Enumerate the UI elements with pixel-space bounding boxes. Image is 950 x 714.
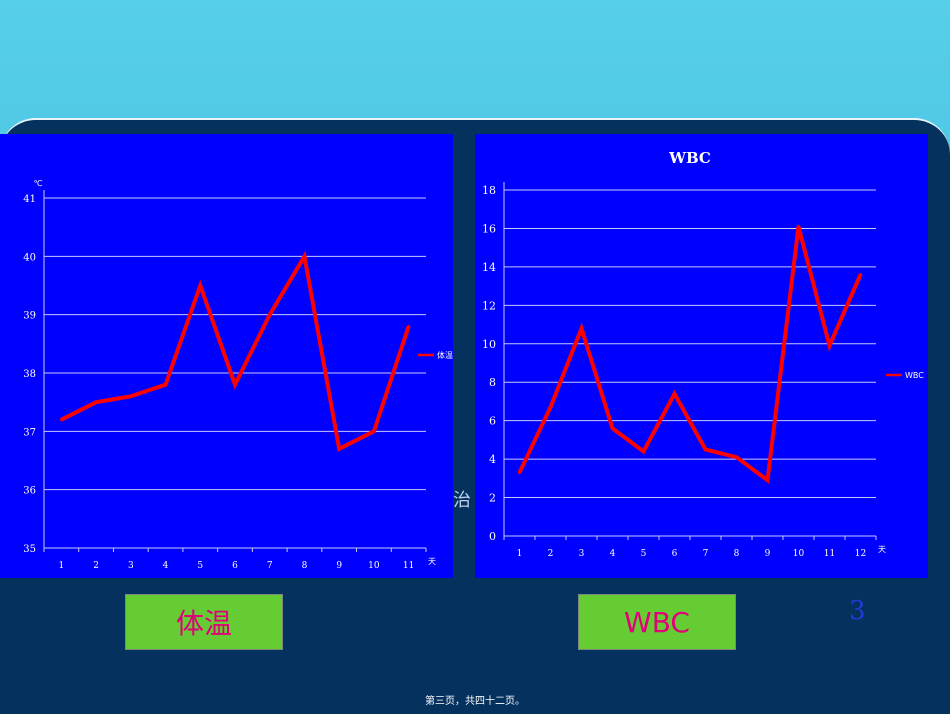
temp-y-tick-label: 36 [23,486,36,497]
wbc-x-tick-label: 3 [579,549,585,559]
temp-x-tick-label: 8 [302,561,308,571]
wbc-x-tick-label: 11 [824,549,835,559]
temp-x-tick-label: 7 [267,561,273,571]
wbc-y-tick-label: 8 [489,376,496,389]
page-footer: 第三页，共四十二页。 [425,696,525,707]
temp-x-tick-label: 6 [232,561,238,571]
wbc-y-tick-label: 14 [482,261,496,274]
temp-data-point [407,324,411,328]
wbc-x-tick-label: 7 [703,549,709,559]
wbc-data-point [518,471,521,475]
wbc-y-tick-label: 18 [482,184,496,197]
temperature-chart-svg: 35 36 37 38 39 40 41 1 2 3 4 5 6 7 8 9 10 11 体温 ℃ 天 [23,179,453,571]
wbc-chart: 0 2 4 6 8 10 12 14 16 18 1 2 3 4 5 6 7 8 9 10 11 12 WBC WBC 天 [475,134,928,578]
stray-text: 治 [453,490,471,511]
temp-data-point [94,400,98,404]
temp-y-tick-label: 40 [23,252,36,263]
wbc-x-tick-label: 10 [793,549,805,559]
wbc-data-point [580,326,583,330]
temp-x-tick-label: 2 [93,561,99,571]
temp-y-axis-unit: ℃ [34,179,43,188]
wbc-x-tick-label: 5 [641,549,647,559]
temp-legend-label: 体温 [437,350,453,360]
temp-data-point [164,383,168,387]
temperature-chart: 35 36 37 38 39 40 41 1 2 3 4 5 6 7 8 9 10 11 体温 ℃ 天 [0,134,453,578]
temp-x-tick-label: 11 [403,561,414,571]
temp-data-point [233,383,237,387]
temp-x-tick-label: 9 [336,561,342,571]
temp-x-tick-label: 4 [163,561,169,571]
wbc-data-point [828,344,831,348]
wbc-data-point [642,449,645,453]
temp-x-tick-label: 5 [197,561,203,571]
wbc-y-tick-label: 2 [489,492,496,505]
wbc-y-tick-label: 6 [489,415,496,428]
wbc-x-tick-label: 12 [855,549,866,559]
temp-data-point [59,418,63,422]
wbc-data-point [797,225,800,229]
wbc-x-tick-label: 8 [734,549,740,559]
temp-y-tick-label: 39 [23,311,36,322]
temp-y-tick-label: 38 [23,369,36,380]
wbc-legend-label: WBC [905,371,924,380]
wbc-data-point [859,273,862,277]
wbc-data-point [611,426,614,430]
wbc-y-tick-label: 4 [489,453,496,466]
temp-data-point [372,429,376,433]
temp-x-axis-unit: 天 [428,557,436,566]
temp-y-tick-label: 35 [23,544,36,555]
wbc-y-tick-label: 12 [482,299,496,312]
wbc-x-tick-label: 2 [548,549,554,559]
wbc-x-axis-unit: 天 [878,545,886,554]
wbc-data-point [735,455,738,459]
temp-x-tick-label: 1 [58,561,64,571]
wbc-chart-title: WBC [668,149,711,167]
temp-x-tick-label: 3 [128,561,134,571]
temp-data-point [302,254,306,258]
wbc-x-tick-label: 6 [672,549,678,559]
wbc-label-box: WBC [578,594,736,650]
temp-x-tick-label: 10 [368,561,380,571]
wbc-x-tick-label: 4 [610,549,616,559]
wbc-y-tick-label: 0 [489,530,496,543]
wbc-series-line [517,226,863,484]
temp-y-tick-label: 41 [23,194,36,205]
wbc-data-point [704,448,707,451]
wbc-x-tick-label: 9 [765,549,771,559]
wbc-data-point [673,392,676,396]
temperature-label-box: 体温 [125,594,283,650]
temp-data-point [129,394,133,398]
wbc-y-tick-label: 10 [482,338,496,351]
temp-data-point [198,284,202,287]
temp-data-point [337,447,341,451]
wbc-y-tick-label: 16 [482,222,496,235]
temp-y-tick-label: 37 [23,427,36,438]
temp-series-line [60,250,411,452]
slide-number: 3 [849,596,866,626]
wbc-data-point [549,405,552,409]
wbc-x-tick-label: 1 [517,549,523,559]
temp-data-point [268,313,272,317]
wbc-data-point [766,478,769,482]
